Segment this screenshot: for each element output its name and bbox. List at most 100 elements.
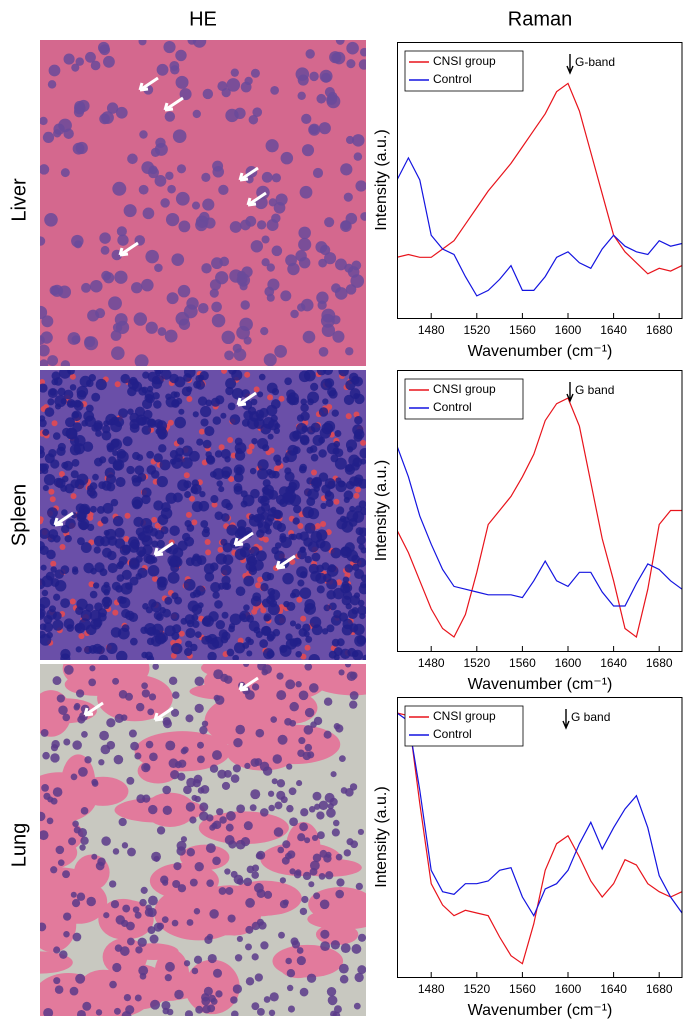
nucleus	[91, 392, 101, 402]
nucleus	[225, 887, 234, 895]
nucleus	[243, 575, 255, 587]
nucleus	[201, 720, 209, 727]
rbc	[69, 373, 76, 380]
x-tick-label: 1600	[555, 656, 582, 670]
nucleus	[189, 878, 198, 887]
nucleus	[112, 181, 127, 196]
nucleus	[42, 428, 50, 436]
nucleus	[304, 603, 316, 615]
nucleus	[132, 906, 140, 913]
nucleus	[302, 330, 316, 344]
nucleus	[209, 288, 219, 298]
rbc	[49, 496, 56, 503]
x-tick-label: 1480	[418, 982, 445, 996]
nucleus	[353, 432, 363, 442]
nucleus	[346, 59, 356, 69]
rbc	[311, 469, 318, 476]
nucleus	[332, 819, 340, 827]
nucleus	[83, 507, 91, 515]
nucleus	[293, 505, 302, 514]
nucleus	[352, 376, 364, 387]
arrow	[118, 241, 139, 257]
nucleus	[150, 999, 161, 1010]
nucleus	[267, 278, 280, 291]
nucleus	[351, 554, 360, 564]
nucleus	[305, 49, 315, 59]
rbc	[51, 420, 58, 427]
nucleus	[313, 485, 320, 493]
nucleus	[103, 912, 110, 919]
rbc	[297, 523, 304, 530]
nucleus	[243, 664, 250, 668]
nucleus	[154, 529, 165, 540]
nucleus	[207, 651, 217, 660]
nucleus	[257, 391, 264, 398]
nucleus	[140, 626, 148, 634]
nucleus	[235, 466, 243, 474]
nucleus	[178, 220, 191, 233]
rbc	[124, 512, 131, 519]
rbc	[353, 492, 360, 499]
nucleus	[289, 719, 297, 727]
nucleus	[197, 741, 204, 749]
nucleus	[75, 606, 84, 615]
nucleus	[230, 68, 239, 77]
nucleus	[70, 400, 77, 408]
nucleus	[357, 828, 365, 836]
nucleus	[125, 692, 133, 701]
nucleus	[249, 467, 257, 475]
nucleus	[227, 914, 236, 923]
nucleus	[256, 850, 266, 860]
nucleus	[327, 387, 337, 397]
nucleus	[326, 624, 335, 633]
nucleus	[72, 820, 79, 828]
nucleus	[285, 957, 292, 965]
nucleus	[266, 293, 275, 302]
nucleus	[323, 730, 332, 739]
nucleus	[335, 506, 345, 515]
nucleus	[104, 467, 116, 479]
nucleus	[161, 916, 169, 924]
nucleus	[114, 270, 128, 284]
nucleus	[78, 767, 88, 777]
nucleus	[322, 398, 329, 405]
nucleus	[183, 480, 192, 489]
nucleus	[247, 417, 259, 430]
annotation: G-band	[575, 55, 615, 69]
nucleus	[175, 49, 187, 62]
rbc	[278, 604, 285, 611]
nucleus	[74, 623, 83, 632]
nucleus	[354, 416, 363, 425]
nucleus	[95, 378, 107, 391]
annotation-arrow	[566, 54, 574, 75]
nucleus	[236, 325, 250, 340]
nucleus	[329, 602, 337, 611]
nucleus	[323, 420, 336, 433]
nucleus	[47, 507, 58, 519]
nucleus	[335, 724, 344, 733]
nucleus	[122, 904, 131, 913]
series-line	[397, 712, 683, 965]
nucleus	[150, 147, 161, 157]
nucleus	[112, 848, 120, 855]
nucleus	[247, 406, 257, 416]
nucleus	[176, 840, 187, 851]
arrow	[138, 76, 159, 92]
nucleus	[226, 78, 241, 92]
nucleus	[239, 282, 248, 291]
nucleus	[64, 534, 72, 543]
nucleus	[107, 550, 117, 561]
nucleus	[295, 650, 302, 658]
y-axis-label: Intensity (a.u.)	[373, 129, 390, 230]
nucleus	[195, 585, 206, 596]
nucleus	[263, 996, 271, 1003]
plot-frame	[397, 370, 683, 652]
nucleus	[132, 499, 143, 510]
nucleus	[209, 764, 219, 773]
nucleus	[98, 759, 105, 766]
rbc	[227, 437, 234, 444]
legend-label: CNSI group	[433, 54, 496, 68]
nucleus	[111, 346, 125, 360]
nucleus	[148, 165, 158, 175]
